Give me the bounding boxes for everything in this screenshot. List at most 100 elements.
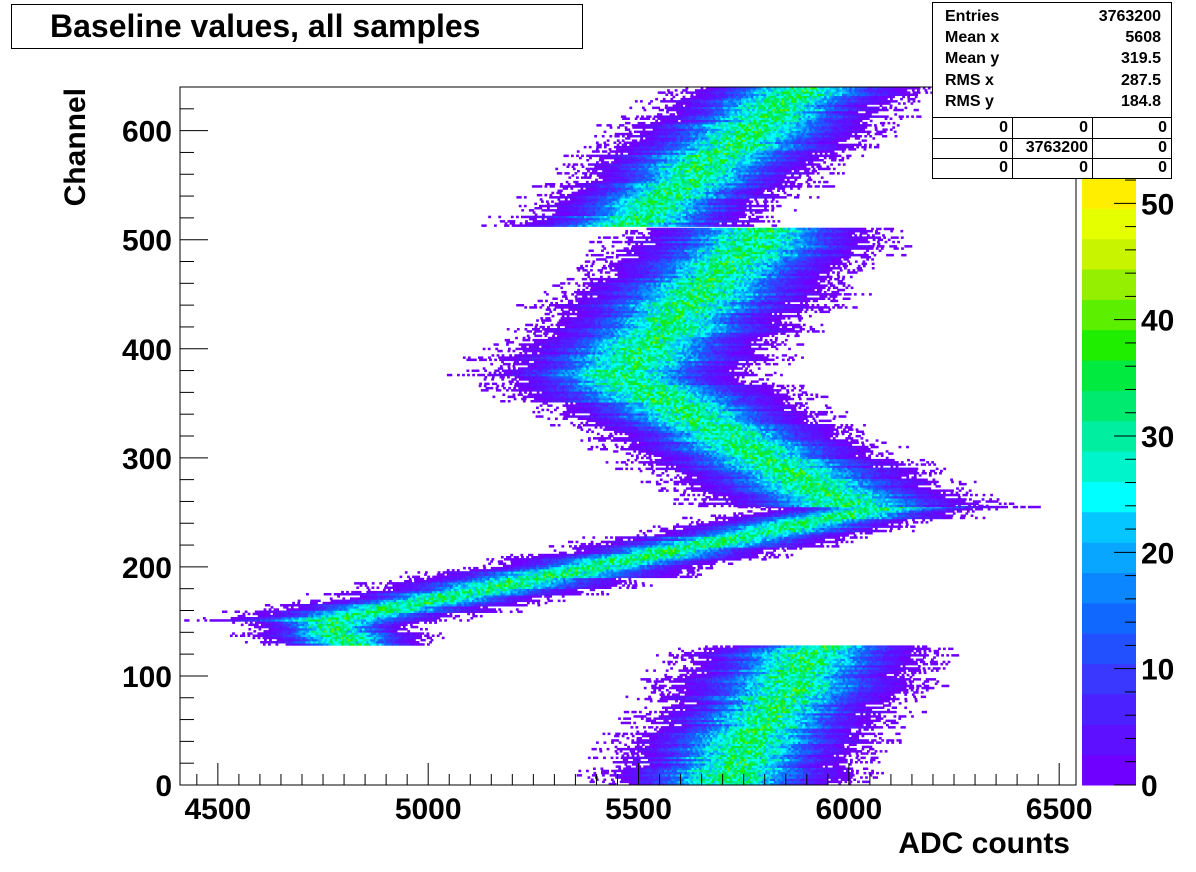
heatmap-cell [646,678,649,681]
heatmap-cell [864,709,867,712]
heatmap-cell [636,741,639,744]
heatmap-cell [791,674,794,677]
heatmap-cell [904,685,907,688]
heatmap-cell [720,683,723,686]
heatmap-cell [833,765,836,768]
heatmap-cell [836,755,839,758]
heatmap-cell [687,772,690,775]
heatmap-cell [652,744,655,747]
heatmap-cell [635,776,638,779]
heatmap-cell [748,737,751,740]
heatmap-cell [852,750,855,753]
heatmap-cell [745,779,748,782]
heatmap-cell [831,674,834,677]
heatmap-cell [715,735,718,738]
heatmap-cell [826,755,829,758]
heatmap-cell [780,674,783,677]
heatmap-cell [720,737,723,740]
heatmap-cell [790,731,793,734]
heatmap-cell [838,724,841,727]
heatmap-cell [813,779,816,782]
heatmap-cell [732,672,735,675]
heatmap-cell [866,739,869,742]
heatmap-cell [730,763,733,766]
heatmap-cell [830,761,833,764]
heatmap-cell [722,724,725,727]
heatmap-cell [721,689,724,692]
heatmap-cell [828,674,831,677]
heatmap-cell [843,772,846,775]
heatmap-cell [732,717,735,720]
heatmap-cell [722,717,725,720]
heatmap-cell [785,669,788,672]
heatmap-cell [623,752,626,755]
heatmap-cell [798,772,801,775]
heatmap-cell [726,750,729,753]
heatmap-cell [691,726,694,729]
heatmap-cell [740,728,743,731]
heatmap-cell [762,759,765,762]
heatmap-cell [659,739,662,742]
heatmap-cell [624,763,627,766]
heatmap-cell [644,731,647,734]
heatmap-cell [754,726,757,729]
heatmap-cell [729,761,732,764]
heatmap-cell [803,739,806,742]
heatmap-cell [757,761,760,764]
heatmap-cell [749,669,752,672]
heatmap-cell [833,752,836,755]
heatmap-cell [896,722,899,725]
heatmap-cell [679,689,682,692]
heatmap-cell [770,772,773,775]
heatmap-cell [731,678,734,681]
heatmap-cell [820,669,823,672]
heatmap-cell [868,672,871,675]
heatmap-cell [788,731,791,734]
heatmap-cell [775,739,778,742]
heatmap-cell [787,720,790,723]
heatmap-cell [639,748,642,751]
heatmap-cell [674,685,677,688]
heatmap-cell [774,726,777,729]
heatmap-cell [613,761,616,764]
heatmap-cell [805,752,808,755]
heatmap-cell [798,735,801,738]
heatmap-cell [694,672,697,675]
heatmap-cell [911,689,914,692]
heatmap-cell [742,715,745,718]
heatmap-cell [876,757,879,760]
heatmap-cell [689,731,692,734]
heatmap-cell [831,779,834,782]
heatmap-cell [791,755,794,758]
heatmap-cell [729,765,732,768]
heatmap-cell [887,683,890,686]
heatmap-cell [848,713,851,716]
heatmap-cell [808,707,811,710]
heatmap-cell [800,669,803,672]
heatmap-cell [768,674,771,677]
heatmap-cell [649,770,652,773]
heatmap-cell [702,752,705,755]
heatmap-cell [671,776,674,779]
heatmap-cell [719,691,722,694]
heatmap-cell [690,709,693,712]
heatmap-cell [626,770,629,773]
heatmap-cell [833,704,836,707]
heatmap-cell [717,779,720,782]
heatmap-cell [707,672,710,675]
heatmap-cell [739,713,742,716]
heatmap-cell [775,724,778,727]
heatmap-cell [818,724,821,727]
heatmap-cell [698,667,701,670]
heatmap-cell [718,750,721,753]
heatmap-cell [843,672,846,675]
heatmap-cell [668,696,671,699]
heatmap-cell [859,741,862,744]
heatmap-cell [735,731,738,734]
heatmap-cell [833,702,836,705]
heatmap-cell [765,770,768,773]
heatmap-cell [679,728,682,731]
heatmap-cell [654,755,657,758]
heatmap-cell [810,715,813,718]
heatmap-cell [823,704,826,707]
